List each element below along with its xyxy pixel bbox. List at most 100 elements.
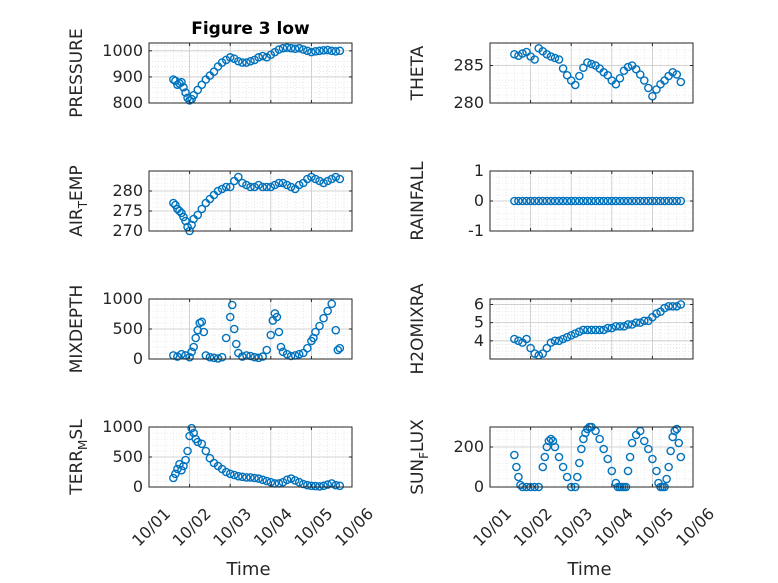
data-point: [213, 354, 223, 363]
data-point: [627, 320, 637, 329]
data-point: [611, 196, 621, 206]
y-tick-label: 4: [474, 331, 484, 350]
data-point: [652, 196, 661, 206]
data-point: [262, 345, 272, 355]
data-point: [583, 196, 592, 206]
data-point: [595, 434, 604, 444]
data-point: [631, 64, 641, 74]
data-point: [276, 342, 286, 352]
data-point: [668, 196, 678, 206]
data-point: [550, 53, 560, 63]
data-point: [603, 454, 613, 464]
data-point: [550, 442, 560, 452]
x-tick-label: 10/03: [209, 504, 255, 550]
data-point: [169, 473, 178, 483]
data-point: [583, 325, 592, 335]
data-point: [599, 196, 608, 206]
data-point: [323, 480, 332, 489]
data-point: [510, 450, 519, 460]
data-point: [599, 325, 608, 335]
tick-marks: [489, 427, 694, 488]
data-point: [303, 46, 312, 56]
data-point: [290, 476, 300, 485]
data-point: [294, 43, 304, 53]
data-point: [558, 196, 568, 206]
data-point: [185, 96, 194, 105]
data-point: [538, 196, 548, 206]
data-point: [615, 321, 625, 331]
subplot-6: 456 H2OMIXRA: [408, 283, 694, 375]
data-point: [199, 327, 209, 337]
data-point: [534, 196, 544, 206]
data-point: [197, 317, 207, 327]
data-point: [518, 49, 527, 58]
data-point: [599, 444, 608, 454]
data-point: [664, 462, 673, 472]
data-point: [676, 300, 686, 309]
subplot-5: 0 500 1000 MIXDEPTH: [67, 285, 353, 373]
data-point: [175, 206, 184, 216]
data-point: [319, 178, 328, 188]
data-point: [327, 174, 337, 184]
data-series: [169, 299, 345, 363]
data-point: [639, 76, 649, 85]
data-point: [183, 446, 192, 456]
data-point: [579, 325, 588, 335]
y-tick-label: 280: [112, 181, 143, 200]
data-point: [540, 452, 550, 462]
data-point: [648, 454, 657, 464]
subplot-7: 0 500 1000 TERRMSL 10/0110/0210/0310/0410/05…: [67, 417, 377, 580]
data-point: [331, 172, 341, 182]
data-point: [197, 204, 207, 214]
data-point: [664, 301, 673, 311]
data-point: [282, 475, 292, 485]
tick-marks: [489, 170, 694, 232]
x-tick-label: 10/01: [128, 504, 174, 550]
data-point: [544, 436, 554, 446]
data-point: [611, 79, 621, 89]
data-point: [217, 184, 227, 194]
data-point: [179, 83, 188, 92]
tick-marks: [489, 43, 694, 104]
data-point: [238, 352, 247, 361]
data-point: [177, 465, 186, 475]
data-point: [631, 196, 641, 206]
data-point: [323, 45, 332, 55]
y-tick-label: 0: [474, 191, 484, 210]
y-tick-label: 0: [133, 477, 143, 496]
data-point: [514, 336, 523, 346]
data-point: [294, 477, 304, 487]
tick-marks: [148, 171, 353, 232]
data-point: [331, 480, 341, 490]
data-point: [554, 196, 564, 206]
data-point: [193, 85, 203, 95]
data-point: [676, 452, 686, 462]
data-point: [554, 452, 564, 462]
data-point: [177, 77, 186, 87]
data-point: [171, 469, 180, 479]
data-point: [558, 462, 568, 472]
data-point: [562, 472, 572, 482]
data-point: [197, 80, 207, 90]
data-point: [315, 321, 324, 331]
data-point: [282, 180, 292, 190]
data-point: [254, 53, 263, 62]
data-point: [577, 444, 586, 454]
data-point: [311, 47, 320, 56]
data-point: [278, 178, 288, 188]
data-point: [193, 210, 203, 220]
data-point: [603, 323, 613, 333]
data-point: [575, 196, 584, 206]
data-point: [583, 58, 592, 67]
data-point: [652, 85, 661, 94]
data-point: [662, 474, 671, 484]
data-point: [177, 349, 186, 359]
subplot-2: 280 285 THETA: [408, 42, 694, 112]
data-point: [258, 51, 267, 61]
data-point: [562, 332, 572, 342]
data-series: [169, 423, 345, 491]
data-point: [656, 196, 665, 206]
data-point: [294, 349, 304, 359]
